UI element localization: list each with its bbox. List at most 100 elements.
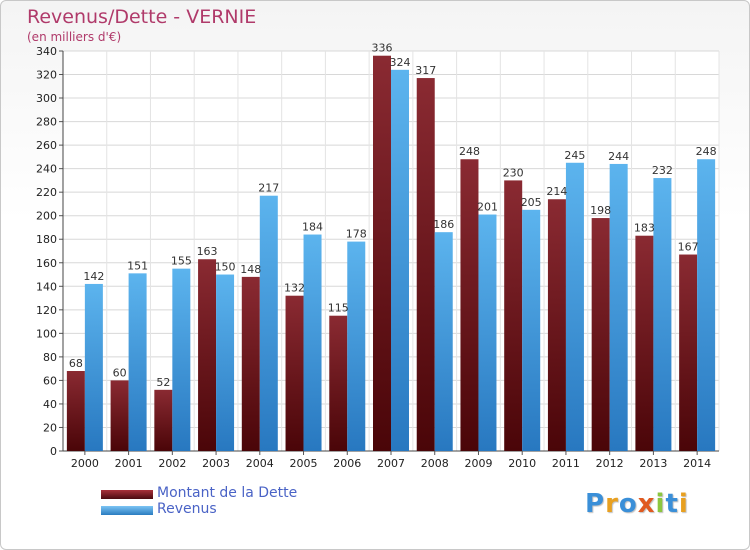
bar-revenue [172,268,191,451]
legend-label-debt: Montant de la Dette [157,485,298,501]
logo-letter: r [605,489,619,519]
bar-revenue [347,241,366,451]
y-tick-label: 300 [36,92,57,105]
data-label-revenue: 248 [696,145,717,158]
data-label-debt: 68 [69,357,83,370]
data-label-debt: 230 [503,166,524,179]
bar-debt [504,180,523,452]
x-tick-label: 2010 [508,457,536,470]
logo-letter: x [637,489,656,519]
bar-debt [285,295,304,451]
data-label-revenue: 186 [433,218,454,231]
data-label-debt: 214 [546,185,567,198]
x-tick-label: 2001 [115,457,143,470]
y-tick-label: 0 [50,445,57,458]
x-tick-label: 2009 [464,457,492,470]
y-tick-label: 40 [43,398,57,411]
data-label-debt: 132 [284,282,305,295]
bar-debt [547,199,566,451]
data-label-debt: 167 [678,241,699,254]
y-tick-label: 120 [36,304,57,317]
x-tick-label: 2013 [639,457,667,470]
x-tick-label: 2000 [71,457,99,470]
y-tick-label: 60 [43,374,57,387]
bar-debt [373,55,391,452]
x-tick-label: 2003 [202,457,230,470]
data-label-debt: 163 [197,245,218,258]
y-tick-label: 200 [36,210,57,223]
bar-revenue [128,273,147,451]
logo-letter: o [618,489,638,519]
bar-revenue [522,209,541,451]
bar-revenue [653,178,672,451]
bar-revenue [303,234,322,451]
x-tick-label: 2005 [290,457,318,470]
data-label-debt: 148 [240,263,261,276]
logo-letter: t [665,489,679,519]
x-tick-label: 2014 [683,457,711,470]
x-tick-label: 2006 [333,457,361,470]
bar-revenue [216,274,235,451]
bar-debt [110,380,129,451]
logo-letter: i [655,489,666,519]
x-tick-label: 2008 [421,457,449,470]
data-label-revenue: 178 [346,228,367,241]
data-label-revenue: 217 [258,182,279,195]
data-label-debt: 336 [372,42,393,55]
y-tick-label: 220 [36,186,57,199]
data-label-debt: 60 [113,366,127,379]
data-label-revenue: 244 [608,150,629,163]
y-tick-label: 20 [43,421,57,434]
data-label-revenue: 155 [171,255,192,268]
y-tick-label: 280 [36,116,57,129]
x-tick-label: 2007 [377,457,405,470]
x-tick-label: 2004 [246,457,274,470]
bar-revenue [434,232,453,451]
data-label-revenue: 232 [652,164,673,177]
bar-debt [416,78,435,451]
x-tick-label: 2011 [552,457,580,470]
data-label-debt: 317 [415,64,436,77]
y-tick-label: 80 [43,351,57,364]
data-label-debt: 115 [328,302,349,315]
bar-revenue [697,159,716,451]
y-tick-label: 240 [36,163,57,176]
x-tick-label: 2012 [596,457,624,470]
logo-letter: P [585,489,606,519]
bar-debt [198,259,217,451]
logo-letter: i [678,489,689,519]
data-label-revenue: 205 [521,196,542,209]
bar-debt [66,371,85,451]
bar-debt [154,389,173,451]
bar-revenue [478,214,497,451]
proxiti-logo: Proxiti [585,489,689,519]
y-tick-label: 140 [36,280,57,293]
bar-revenue [259,195,278,451]
chart-title: Revenus/Dette - VERNIE [27,6,257,28]
data-label-revenue: 151 [127,259,148,272]
bar-debt [329,315,348,451]
data-label-revenue: 245 [564,149,585,162]
x-tick-label: 2002 [158,457,186,470]
bar-debt [679,254,698,451]
data-label-debt: 52 [156,376,170,389]
data-label-debt: 248 [459,145,480,158]
legend-label-revenue: Revenus [157,501,217,517]
data-label-debt: 198 [590,204,611,217]
y-tick-label: 100 [36,327,57,340]
legend-swatch-debt [101,490,153,499]
data-label-revenue: 150 [215,261,236,274]
y-tick-label: 340 [36,45,57,58]
legend-swatch-revenue [101,506,153,515]
y-tick-label: 320 [36,69,57,82]
data-label-debt: 183 [634,222,655,235]
chart-subtitle: (en milliers d'€) [27,30,122,44]
bar-revenue [565,162,584,451]
bar-revenue [84,283,103,451]
bar-revenue [391,69,409,451]
data-label-revenue: 142 [83,270,104,283]
data-label-revenue: 201 [477,201,498,214]
y-tick-label: 180 [36,233,57,246]
